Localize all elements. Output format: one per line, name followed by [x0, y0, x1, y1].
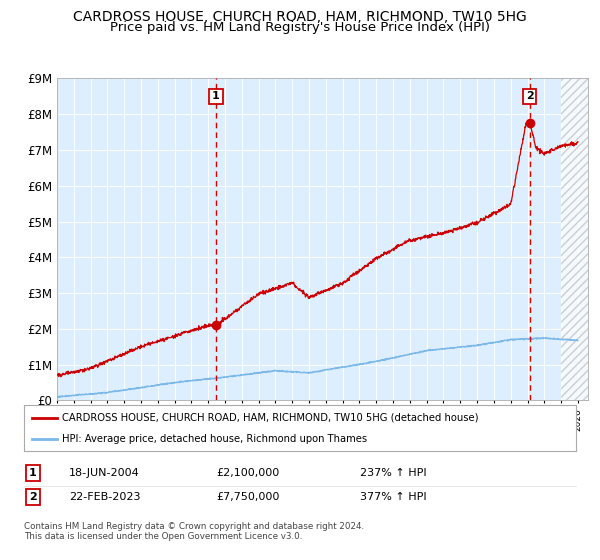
Text: Price paid vs. HM Land Registry's House Price Index (HPI): Price paid vs. HM Land Registry's House …	[110, 21, 490, 34]
Text: Contains HM Land Registry data © Crown copyright and database right 2024.
This d: Contains HM Land Registry data © Crown c…	[24, 522, 364, 542]
Text: 377% ↑ HPI: 377% ↑ HPI	[360, 492, 427, 502]
Text: 22-FEB-2023: 22-FEB-2023	[69, 492, 140, 502]
Text: 1: 1	[212, 91, 220, 101]
Text: £2,100,000: £2,100,000	[216, 468, 279, 478]
Text: HPI: Average price, detached house, Richmond upon Thames: HPI: Average price, detached house, Rich…	[62, 434, 367, 444]
Text: CARDROSS HOUSE, CHURCH ROAD, HAM, RICHMOND, TW10 5HG (detached house): CARDROSS HOUSE, CHURCH ROAD, HAM, RICHMO…	[62, 413, 478, 423]
Text: 18-JUN-2004: 18-JUN-2004	[69, 468, 140, 478]
Text: 237% ↑ HPI: 237% ↑ HPI	[360, 468, 427, 478]
Text: 2: 2	[526, 91, 533, 101]
Text: 1: 1	[29, 468, 37, 478]
Text: 2: 2	[29, 492, 37, 502]
Text: £7,750,000: £7,750,000	[216, 492, 280, 502]
Text: CARDROSS HOUSE, CHURCH ROAD, HAM, RICHMOND, TW10 5HG: CARDROSS HOUSE, CHURCH ROAD, HAM, RICHMO…	[73, 10, 527, 24]
